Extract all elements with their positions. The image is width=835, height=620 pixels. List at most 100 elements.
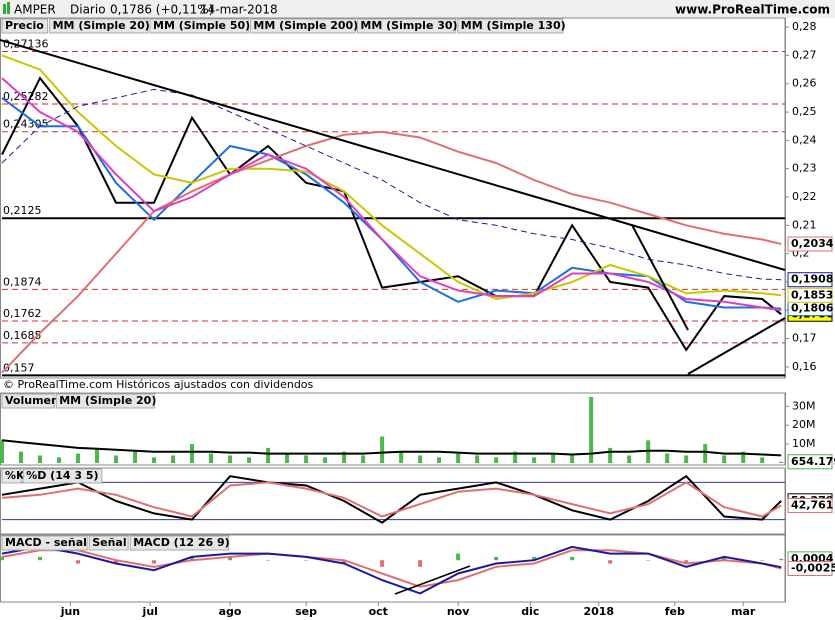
bar (608, 447, 613, 463)
header-icon (3, 4, 6, 14)
legend-label: MM (Simple 30) (360, 19, 457, 32)
bar (361, 455, 366, 463)
bar (551, 453, 556, 463)
series-line (1, 439, 782, 457)
legend-label: Volumen (5, 394, 59, 407)
quote: 0,1786 (+0,11%) (110, 3, 213, 17)
bar (703, 444, 708, 463)
series-line (1, 77, 782, 312)
bar (779, 461, 784, 463)
level-label: 0,2125 (3, 204, 42, 217)
legend-label: %K (5, 469, 25, 482)
bar (570, 455, 575, 463)
x-tick-label: mar (731, 605, 756, 618)
level-label: 0,24305 (3, 118, 49, 131)
legend-box (356, 18, 457, 34)
bar (95, 447, 100, 463)
legend-box (1, 393, 55, 409)
value-label-box (787, 287, 833, 303)
panel-frame (0, 17, 786, 379)
legend-box (1, 535, 88, 551)
value-label: 0,2034 (791, 237, 834, 250)
legend-box (249, 18, 356, 34)
bar (456, 553, 461, 561)
symbol: AMPER (14, 3, 56, 17)
value-label: 0,1853 (791, 288, 833, 301)
legend-box (49, 18, 149, 34)
bar (114, 560, 119, 564)
bar (722, 455, 727, 463)
bar (228, 556, 233, 561)
legend-label: MM (Simple 130) (461, 19, 566, 32)
bar (266, 447, 271, 463)
bar (608, 560, 613, 564)
legend-label: MACD (12 26 9) (133, 536, 229, 549)
series-line (1, 545, 782, 595)
note: © ProRealTime.com Históricos ajustados c… (3, 378, 314, 391)
x-tick-label: oct (369, 605, 388, 618)
value-label: 42,761 (791, 498, 833, 511)
bar (380, 436, 385, 463)
panel: 50,27942,761%K%D (14 3 5) (0, 467, 833, 535)
header-bar (0, 0, 835, 18)
bar (57, 457, 62, 463)
bar (0, 440, 4, 463)
x-tick-label: sep (295, 605, 317, 618)
site: www.ProRealTime.com (675, 3, 830, 17)
x-tick-label: 2018 (583, 605, 614, 618)
bar (247, 457, 252, 463)
y-tick-label: 0,28 (792, 20, 817, 33)
trend-line (687, 317, 786, 375)
legend-label: MM (Simple 50) (153, 19, 250, 32)
bar (190, 444, 195, 463)
legend-label: MM (Simple 20) (59, 394, 156, 407)
bar (779, 558, 784, 561)
value-label: 0,1806 (791, 302, 834, 315)
legend-label: MM (Simple 200) (253, 19, 358, 32)
legend-box (129, 535, 230, 551)
value-label-box (787, 497, 833, 513)
legend-box (1, 468, 22, 484)
bar (76, 453, 81, 463)
level-label: 0,1762 (3, 307, 42, 320)
period: Diario (70, 3, 106, 17)
x-tick-label: feb (665, 605, 685, 618)
bar (171, 455, 176, 463)
level-label: 0,25282 (3, 90, 49, 103)
bar (684, 560, 689, 564)
bar (342, 560, 347, 564)
bar (532, 457, 537, 463)
series-line (1, 474, 782, 524)
panel: 0,280,270,260,250,240,230,220,210,20,190… (0, 17, 834, 391)
legend-box (1, 18, 49, 34)
bar (190, 556, 195, 561)
series-line (1, 76, 782, 352)
y-tick-label: 0,22 (792, 190, 817, 203)
bar (627, 455, 632, 463)
bar (399, 451, 404, 463)
bar (494, 556, 499, 561)
value-label-box (787, 272, 833, 288)
bar (38, 455, 43, 463)
bar (209, 453, 214, 463)
y-tick-label: 0,25 (792, 105, 817, 118)
bar (304, 560, 309, 561)
bar (437, 457, 442, 463)
series-line (1, 54, 782, 301)
bar (456, 453, 461, 463)
series-line (1, 549, 782, 588)
bar (0, 556, 4, 561)
legend-box (149, 18, 249, 34)
bar (152, 560, 157, 564)
bar (114, 455, 119, 463)
bar (513, 451, 518, 463)
legend-box (457, 18, 564, 34)
bar (646, 560, 651, 561)
y-tick-label: 30M (792, 399, 816, 412)
trend-line (0, 39, 786, 271)
y-tick-label: 0,27 (792, 48, 817, 61)
value-label: 0,1908 (791, 273, 833, 286)
